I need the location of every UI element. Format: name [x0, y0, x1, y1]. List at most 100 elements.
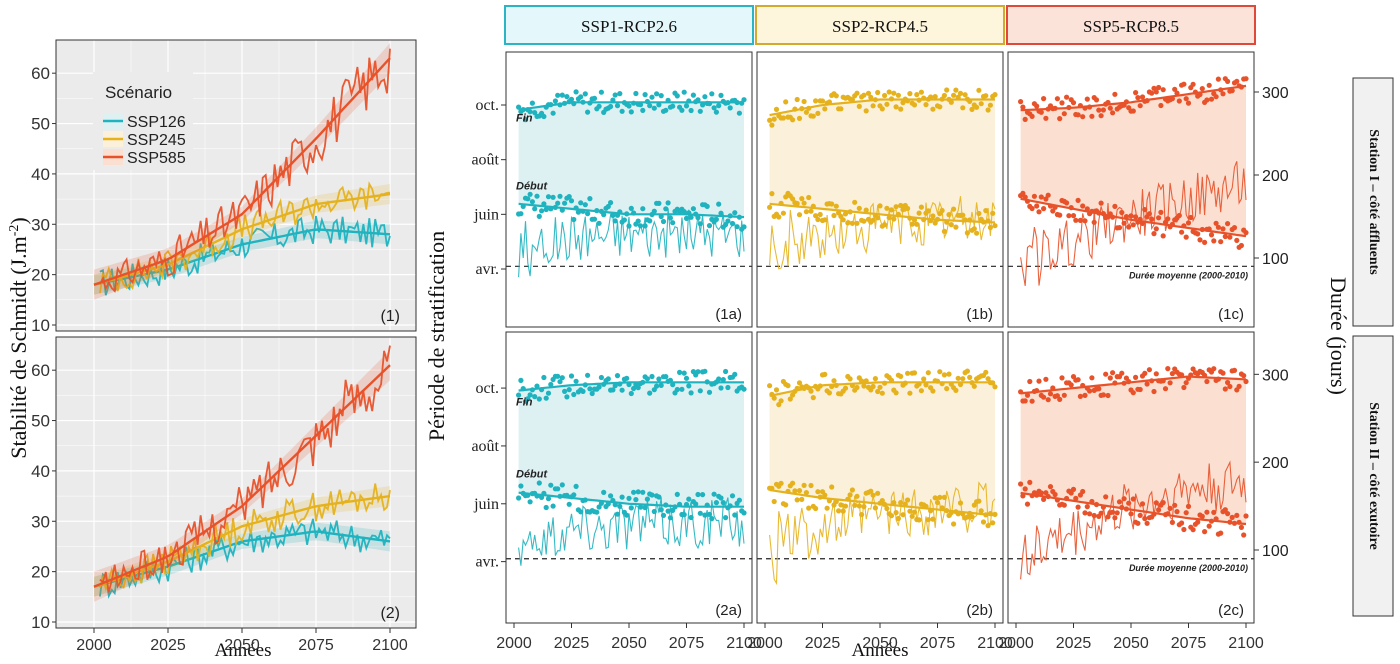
panel-label: (1c): [1218, 306, 1244, 323]
end-point: [964, 368, 971, 374]
start-point: [736, 497, 743, 503]
end-point: [962, 92, 968, 98]
start-point: [619, 494, 625, 500]
row-strip: [1352, 335, 1394, 617]
start-point: [529, 199, 536, 205]
start-point: [769, 191, 775, 197]
end-point: [617, 91, 623, 97]
start-point: [1181, 526, 1187, 533]
start-point: [637, 504, 644, 510]
start-point: [840, 508, 846, 514]
start-point: [1234, 237, 1240, 243]
end-point: [552, 98, 559, 104]
start-point: [861, 218, 867, 224]
start-point: [557, 193, 563, 199]
start-point: [723, 515, 729, 521]
end-point: [695, 369, 701, 375]
schmidt-panel: 10 20 30 40 50 60 (1): [31, 39, 417, 335]
end-point: [1089, 375, 1095, 381]
end-point: [992, 92, 998, 98]
end-trend-line: [769, 381, 995, 397]
start-point: [976, 210, 982, 217]
start-point: [545, 496, 552, 502]
facet-strip: [504, 5, 754, 45]
end-point: [971, 383, 977, 389]
facet-strip: [1006, 5, 1256, 45]
month-tick-label: juin: [473, 206, 499, 223]
start-point: [985, 523, 991, 529]
end-point: [555, 92, 561, 98]
stratification-panel: Fin Début (1a): [505, 51, 753, 328]
start-point: [925, 517, 931, 523]
start-point: [983, 208, 989, 214]
start-point: [836, 508, 842, 514]
end-point: [534, 383, 540, 389]
x-tick-label: 2000: [998, 635, 1034, 652]
end-point: [548, 381, 554, 388]
end-point: [656, 102, 662, 108]
start-point: [948, 222, 954, 228]
end-point: [785, 383, 791, 389]
end-point: [767, 117, 773, 123]
start-point: [539, 208, 545, 214]
end-point: [838, 106, 844, 112]
end-point: [741, 386, 747, 392]
stratification-panel: Fin Début (2a): [505, 331, 753, 624]
end-point: [937, 369, 943, 375]
start-point: [1130, 222, 1136, 228]
start-point: [1204, 509, 1210, 515]
start-point: [806, 194, 812, 201]
start-point: [891, 216, 897, 222]
start-point: [1185, 503, 1192, 509]
end-point: [1236, 383, 1242, 389]
panel-border: [505, 51, 753, 328]
end-point: [612, 383, 618, 389]
end-point: [612, 92, 618, 98]
end-point: [813, 98, 819, 104]
start-point: [870, 217, 876, 223]
facet-strip-label: SSP2-RCP4.5: [832, 17, 928, 36]
start-point: [1231, 225, 1238, 231]
start-trend-line: [769, 488, 996, 517]
y-tick-label: 20: [31, 563, 50, 582]
start-point: [543, 206, 549, 213]
end-point: [1153, 371, 1159, 377]
end-point: [532, 110, 538, 116]
end-point: [1070, 100, 1077, 106]
start-point: [1082, 218, 1088, 224]
start-point: [1183, 234, 1189, 240]
start-point: [918, 204, 925, 210]
start-point: [934, 499, 941, 506]
end-point: [716, 376, 722, 382]
end-point: [1130, 390, 1136, 396]
end-point: [1208, 96, 1215, 102]
start-point: [660, 512, 667, 519]
start-point: [1172, 502, 1178, 508]
start-point: [559, 482, 565, 488]
series-confidence-band: [94, 522, 390, 597]
right-stratification-area: Période de stratification Durée (jours) …: [424, 5, 1394, 661]
start-point: [898, 202, 904, 209]
start-point: [882, 222, 888, 228]
end-point: [796, 380, 803, 386]
start-point: [803, 490, 810, 496]
start-point: [845, 220, 851, 226]
legend-title: Scénario: [105, 83, 172, 102]
end-point: [686, 383, 692, 389]
x-tick-label: 2100: [1228, 635, 1264, 652]
x-tick-label: 2050: [224, 637, 260, 654]
start-point: [1151, 231, 1157, 237]
end-point: [658, 382, 664, 388]
start-point: [741, 224, 747, 230]
end-point: [1222, 386, 1228, 392]
start-point: [1098, 200, 1104, 206]
end-point: [960, 105, 966, 111]
end-point: [564, 394, 570, 400]
end-point: [1043, 115, 1049, 121]
panel-border: [55, 336, 417, 629]
end-point: [628, 109, 634, 115]
right-left-axis-label: Période de stratification: [424, 231, 449, 441]
start-trend-line: [518, 202, 745, 219]
start-point: [665, 200, 671, 206]
end-point: [1041, 96, 1047, 102]
